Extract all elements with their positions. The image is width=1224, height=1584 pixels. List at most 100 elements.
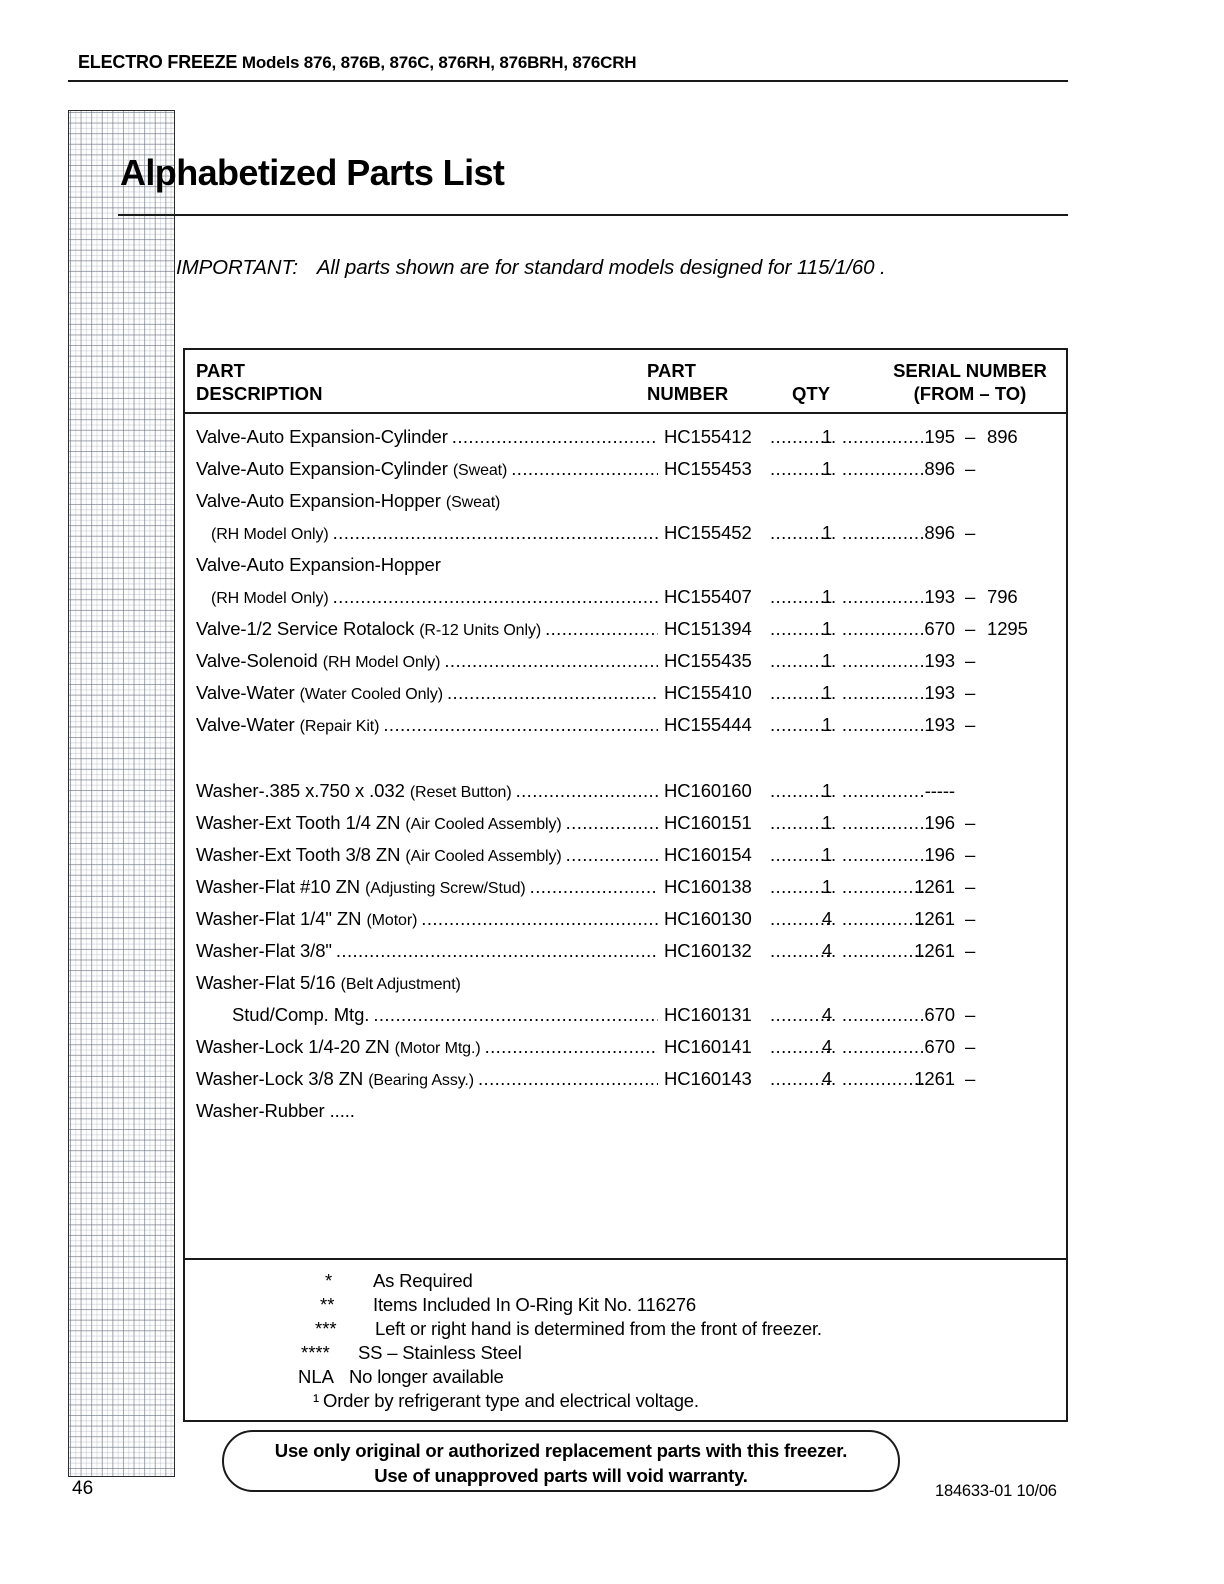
dot-leader: ........................................… xyxy=(444,650,658,671)
part-description-qualifier: (Adjusting Screw/Stud) xyxy=(365,880,526,897)
dot-leader-qty: ........................................… xyxy=(770,714,838,735)
part-qty: 4 xyxy=(821,1004,833,1025)
dot-leader-serial: ........................................… xyxy=(841,682,925,703)
document-code: 184633-01 10/06 xyxy=(935,1482,1057,1500)
important-note: IMPORTANT: All parts shown are for stand… xyxy=(176,256,886,280)
part-description-main: Washer-Ext Tooth 1/4 ZN xyxy=(196,812,401,833)
dot-leader-qty: ........................................… xyxy=(770,650,838,671)
dot-leader-serial: ........................................… xyxy=(841,1068,925,1089)
part-description: Washer-Ext Tooth 1/4 ZN (Air Cooled Asse… xyxy=(196,812,562,834)
footnote-marker: **** xyxy=(301,1342,330,1363)
dot-leader: ........................................… xyxy=(451,426,658,447)
running-header: ELECTRO FREEZE Models 876, 876B, 876C, 8… xyxy=(78,52,1068,73)
part-number: HC160151 xyxy=(664,812,752,833)
part-qty: 1 xyxy=(821,876,833,897)
part-number: HC160138 xyxy=(664,876,752,897)
part-description: Washer-Flat 1/4" ZN (Motor) xyxy=(196,908,417,930)
part-description-qualifier: (RH Model Only) xyxy=(211,526,329,543)
table-row: Washer-Ext Tooth 3/8 ZN (Air Cooled Asse… xyxy=(185,840,1066,872)
part-description-qualifier: (Motor Mtg.) xyxy=(394,1040,481,1057)
dot-leader: ........................................… xyxy=(383,714,658,735)
part-number: HC155412 xyxy=(664,426,752,447)
dot-leader: ........................................… xyxy=(511,458,658,479)
part-number: HC160131 xyxy=(664,1004,752,1025)
important-text: All parts shown are for standard models … xyxy=(316,256,886,279)
warning-line-1: Use only original or authorized replacem… xyxy=(274,1440,848,1461)
part-qty: 1 xyxy=(821,618,833,639)
serial-range-dash: – xyxy=(965,650,976,671)
part-qty: 1 xyxy=(821,844,833,865)
serial-range-dash: – xyxy=(965,426,976,447)
column-header-serial-number: SERIAL NUMBER (FROM – TO) xyxy=(893,360,1047,404)
table-row: Valve-Solenoid (RH Model Only)..........… xyxy=(185,646,1066,678)
warning-line-2: Use of unapproved parts will void warran… xyxy=(374,1465,748,1486)
part-number: HC160160 xyxy=(664,780,752,801)
footnote-text: No longer available xyxy=(349,1366,504,1387)
part-description-qualifier: (R-12 Units Only) xyxy=(419,622,542,639)
dot-leader: ........................................… xyxy=(421,908,658,929)
part-qty: 1 xyxy=(821,522,833,543)
part-description-main: Washer-Flat 1/4" ZN xyxy=(196,908,362,929)
dot-leader-qty: ........................................… xyxy=(770,586,838,607)
part-description-main: Washer-.385 x.750 x .032 xyxy=(196,780,405,801)
part-description: Valve-Auto Expansion-Hopper xyxy=(196,554,441,576)
part-description-main: Valve-Auto Expansion-Cylinder xyxy=(196,426,448,447)
dot-leader-serial: ........................................… xyxy=(841,876,925,897)
serial-from: 193 xyxy=(924,714,955,735)
footnote-marker: NLA xyxy=(298,1366,334,1387)
part-number: HC151394 xyxy=(664,618,752,639)
part-number: HC155453 xyxy=(664,458,752,479)
part-number: HC155452 xyxy=(664,522,752,543)
table-row: Valve-Auto Expansion-Hopper xyxy=(185,550,1066,582)
part-description-qualifier: (Air Cooled Assembly) xyxy=(405,816,562,833)
footnote-legend: * As Required ** Items Included In O-Ring K… xyxy=(183,1260,1068,1422)
column-header-description: PART DESCRIPTION xyxy=(196,360,323,404)
important-label: IMPORTANT: xyxy=(176,256,299,279)
dot-leader-qty: ........................................… xyxy=(770,426,838,447)
dot-leader: ........................................… xyxy=(332,522,658,543)
part-qty: 1 xyxy=(821,458,833,479)
part-description: (RH Model Only) xyxy=(211,522,329,544)
footnote-marker: ** xyxy=(320,1294,335,1315)
part-qty: 1 xyxy=(821,812,833,833)
table-body: Valve-Auto Expansion-Cylinder...........… xyxy=(185,414,1066,1128)
part-qty: 1 xyxy=(821,780,833,801)
serial-from: ----- xyxy=(924,780,955,801)
table-row: Valve-Auto Expansion-Cylinder...........… xyxy=(185,422,1066,454)
serial-from: 193 xyxy=(924,682,955,703)
table-row: Stud/Comp. Mtg..........................… xyxy=(185,1000,1066,1032)
part-description-main: Valve-Auto Expansion-Hopper xyxy=(196,490,441,511)
table-row: Washer-Flat 5/16 (Belt Adjustment) xyxy=(185,968,1066,1000)
table-row: Washer-Flat 3/8"........................… xyxy=(185,936,1066,968)
dot-leader-serial: ........................................… xyxy=(841,780,925,801)
part-description-main: Stud/Comp. Mtg. xyxy=(232,1004,370,1025)
dot-leader-qty: ........................................… xyxy=(770,458,838,479)
serial-from: 195 xyxy=(924,426,955,447)
footnote-marker: * xyxy=(325,1270,333,1291)
dot-leader-qty: ........................................… xyxy=(770,682,838,703)
part-description-qualifier: (Motor) xyxy=(366,912,418,929)
part-description-qualifier: (Bearing Assy.) xyxy=(368,1072,475,1089)
part-description-qualifier: (RH Model Only) xyxy=(211,590,329,607)
footnote-text: SS – Stainless Steel xyxy=(358,1342,522,1363)
part-description-main: Washer-Lock 1/4-20 ZN xyxy=(196,1036,390,1057)
part-description: Valve-Solenoid (RH Model Only) xyxy=(196,650,440,672)
table-row xyxy=(185,742,1066,776)
serial-range-dash: – xyxy=(965,586,976,607)
dot-leader: ........................................… xyxy=(565,812,658,833)
part-description-main: Washer-Flat 5/16 xyxy=(196,972,336,993)
dot-leader-serial: ........................................… xyxy=(841,844,925,865)
footnote-text: Order by refrigerant type and electrical… xyxy=(323,1390,699,1411)
dot-leader-qty: ........................................… xyxy=(770,812,838,833)
part-description-qualifier: (Air Cooled Assembly) xyxy=(405,848,562,865)
part-qty: 1 xyxy=(821,650,833,671)
part-description-main: Washer-Flat 3/8" xyxy=(196,940,332,961)
dot-leader-qty: ........................................… xyxy=(770,780,838,801)
dot-leader-qty: ........................................… xyxy=(770,908,838,929)
part-qty: 4 xyxy=(821,1068,833,1089)
dot-leader-qty: ........................................… xyxy=(770,940,838,961)
table-row: Valve-Water (Repair Kit)................… xyxy=(185,710,1066,742)
part-description-main: Valve-Water xyxy=(196,714,300,735)
dot-leader: ........................................… xyxy=(373,1004,658,1025)
part-description: Stud/Comp. Mtg. xyxy=(232,1004,369,1026)
